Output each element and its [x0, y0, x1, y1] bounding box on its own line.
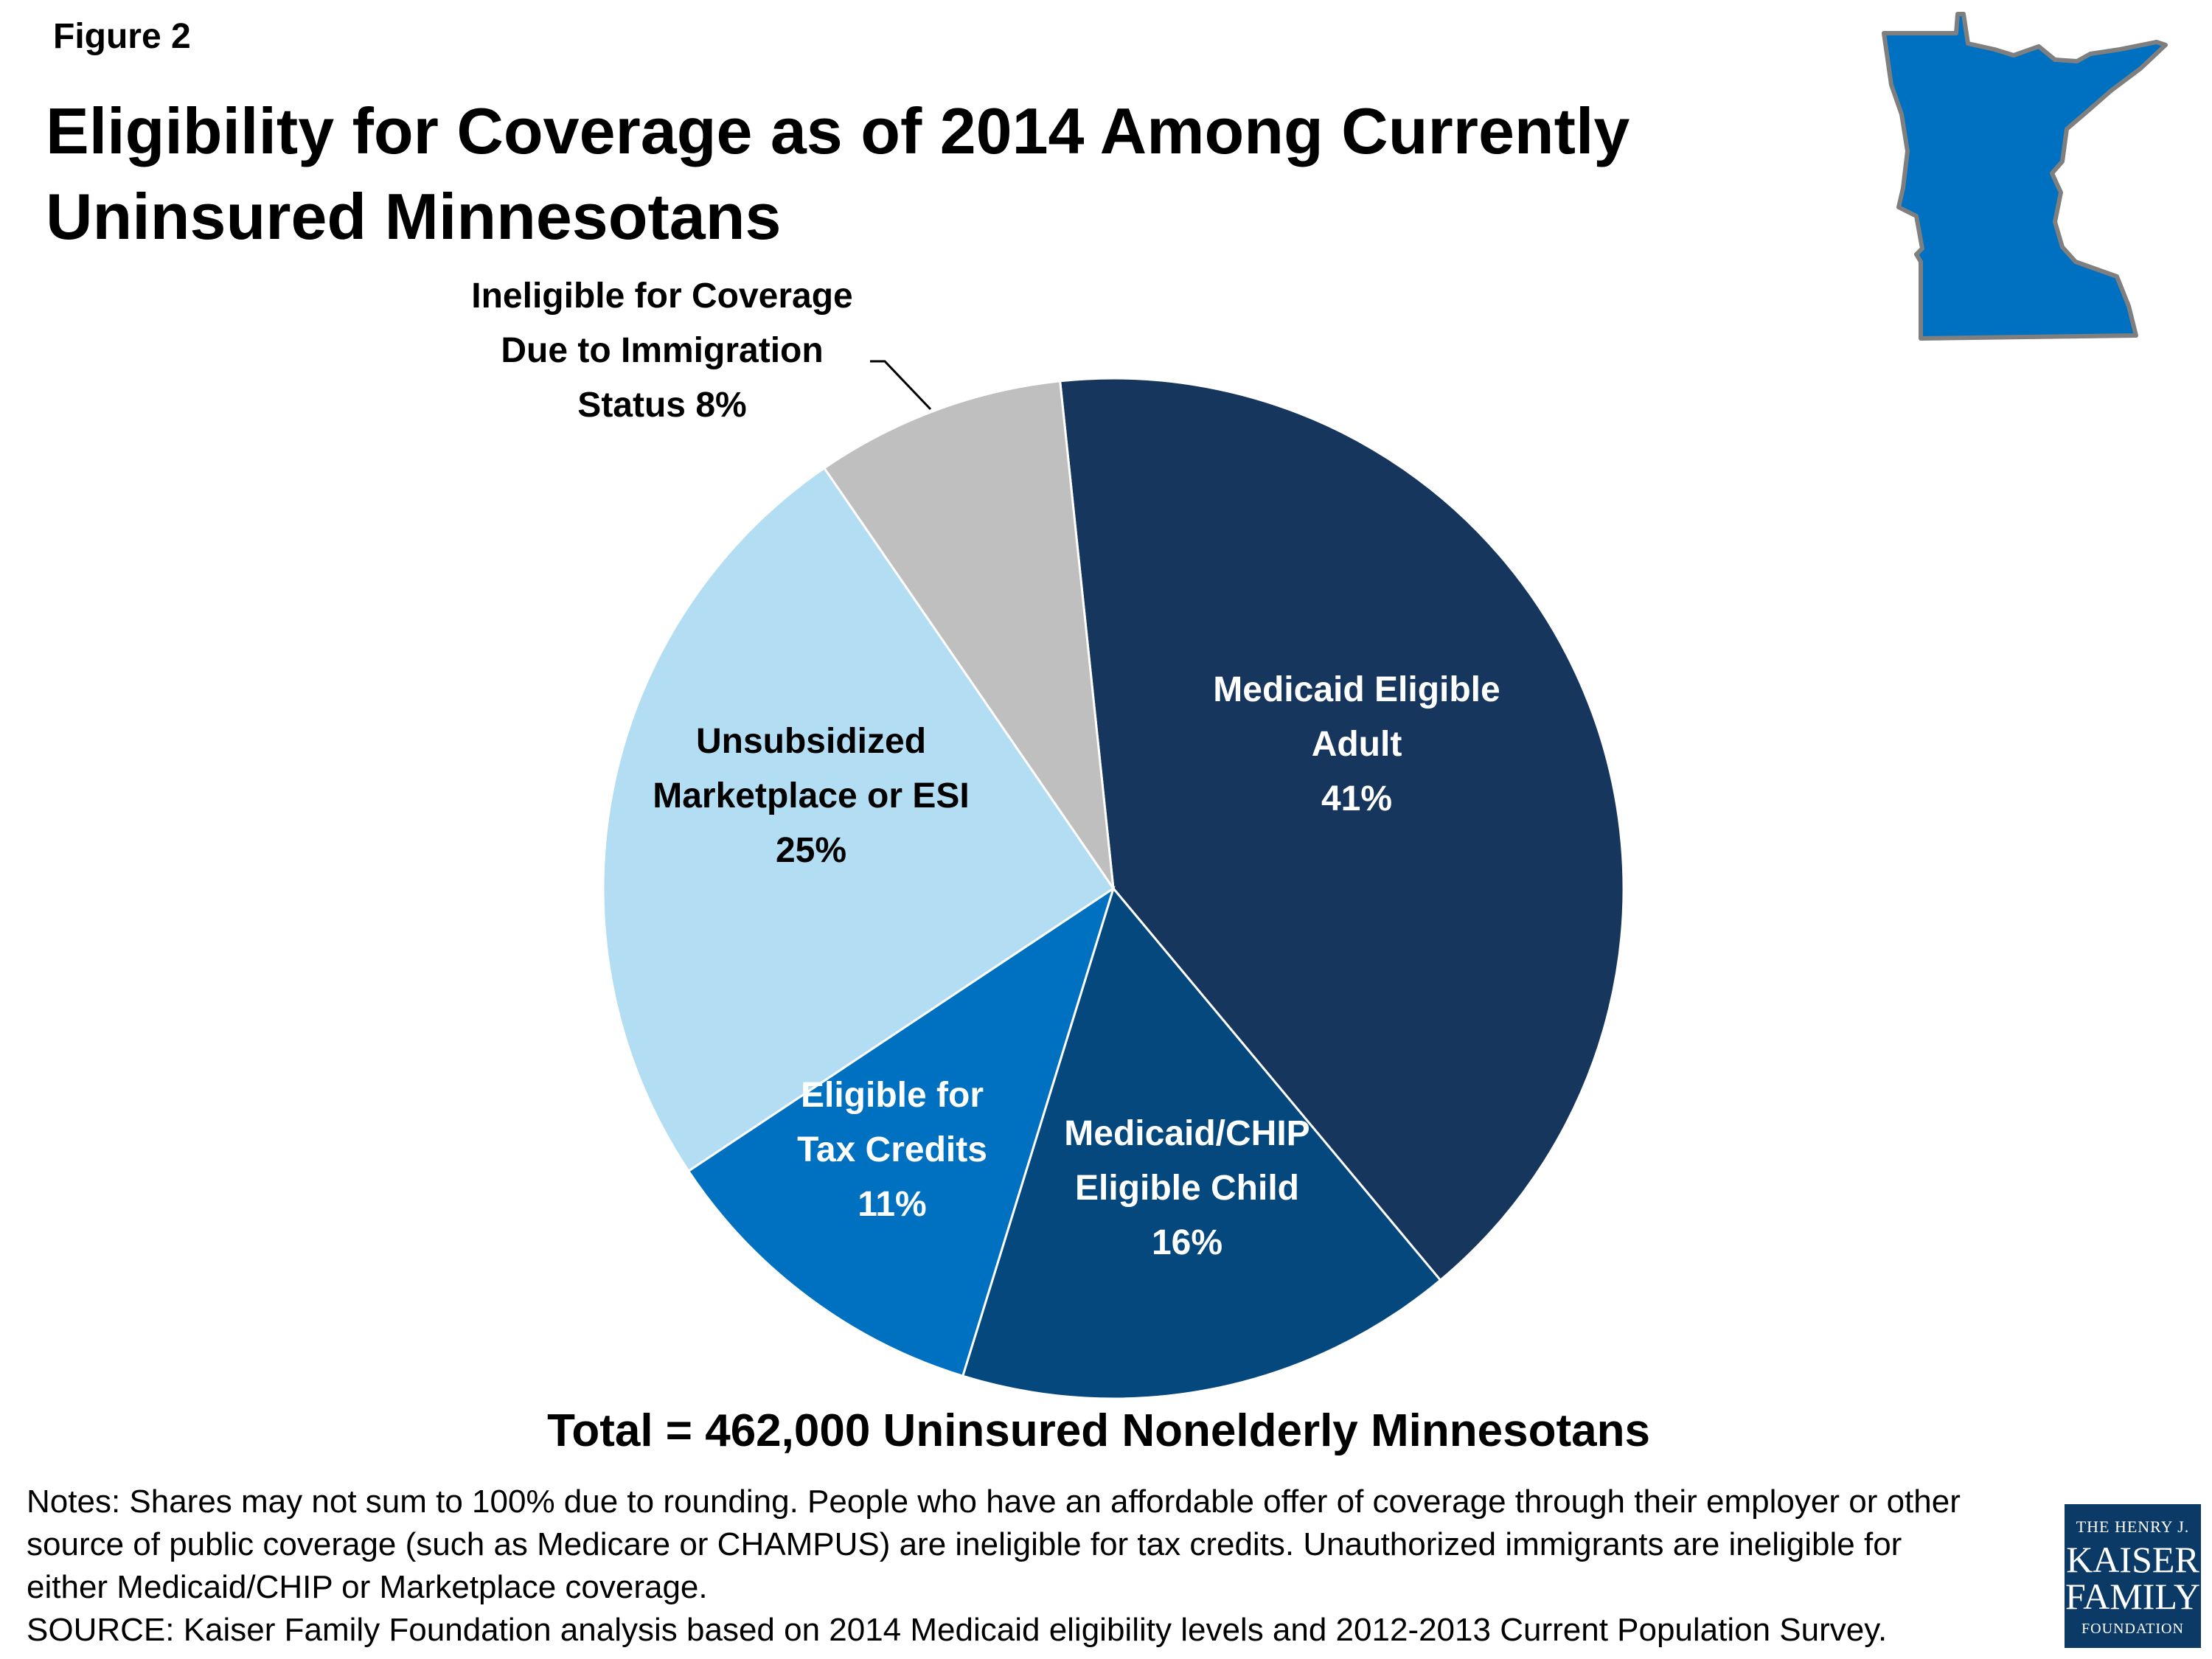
slice-label-line: Due to Immigration	[501, 331, 823, 370]
total-caption: Total = 462,000 Uninsured Nonelderly Min…	[547, 1405, 1650, 1456]
pie-slice	[1059, 377, 1625, 1282]
notes-line: either Medicaid/CHIP or Marketplace cove…	[27, 1569, 708, 1605]
slice-label-line: Eligible Child	[1075, 1169, 1299, 1208]
kff-logo: THE HENRY J. KAISER FAMILY FOUNDATION	[2065, 1504, 2201, 1648]
chart-title: Eligibility for Coverage as of 2014 Amon…	[46, 88, 1815, 260]
logo-line: THE HENRY J.	[2076, 1517, 2190, 1536]
pie-slice	[961, 886, 1442, 1400]
slice-label-line: Medicaid/CHIP	[1064, 1114, 1310, 1153]
slice-label-line: Medicaid Eligible	[1213, 670, 1500, 709]
slice-label-line: 41%	[1321, 779, 1392, 818]
notes-line: source of public coverage (such as Medic…	[27, 1526, 1902, 1562]
slice-label-line: Marketplace or ESI	[653, 776, 970, 815]
slice-label-line: 25%	[776, 831, 846, 870]
slice-label-line: Status 8%	[577, 386, 746, 425]
figure-label: Figure 2	[53, 17, 191, 56]
slice-label-line: Ineligible for Coverage	[471, 276, 852, 316]
slice-label-line: 16%	[1152, 1223, 1222, 1262]
chart-title-line: Eligibility for Coverage as of 2014 Amon…	[46, 94, 1630, 167]
source-line: SOURCE: Kaiser Family Foundation analysi…	[27, 1612, 1888, 1648]
pie-slices	[602, 377, 1625, 1400]
pie-labels: Medicaid Eligible Adult 41% Medicaid/CHIP El…	[471, 276, 1500, 1262]
logo-line: KAISER	[2066, 1539, 2199, 1580]
immigration-leader-line	[870, 360, 932, 411]
logo-line: FOUNDATION	[2081, 1621, 2184, 1637]
slice-label-line: Adult	[1312, 725, 1402, 764]
slice-label-line: Unsubsidized	[696, 722, 926, 761]
notes-line: Notes: Shares may not sum to 100% due to…	[27, 1484, 1961, 1520]
pie-slice	[686, 886, 1116, 1378]
slice-label-line: Eligible for	[801, 1076, 984, 1115]
chart-title-line: Uninsured Minnesotans	[46, 180, 782, 253]
notes-block: Notes: Shares may not sum to 100% due to…	[27, 1481, 2076, 1652]
logo-line: FAMILY	[2065, 1576, 2200, 1617]
pie-slice	[822, 380, 1115, 889]
pie-slice	[602, 466, 1116, 1173]
slice-label-line: Tax Credits	[797, 1130, 987, 1169]
slice-label-line: 11%	[858, 1185, 926, 1224]
minnesota-state-icon	[1882, 12, 2168, 341]
